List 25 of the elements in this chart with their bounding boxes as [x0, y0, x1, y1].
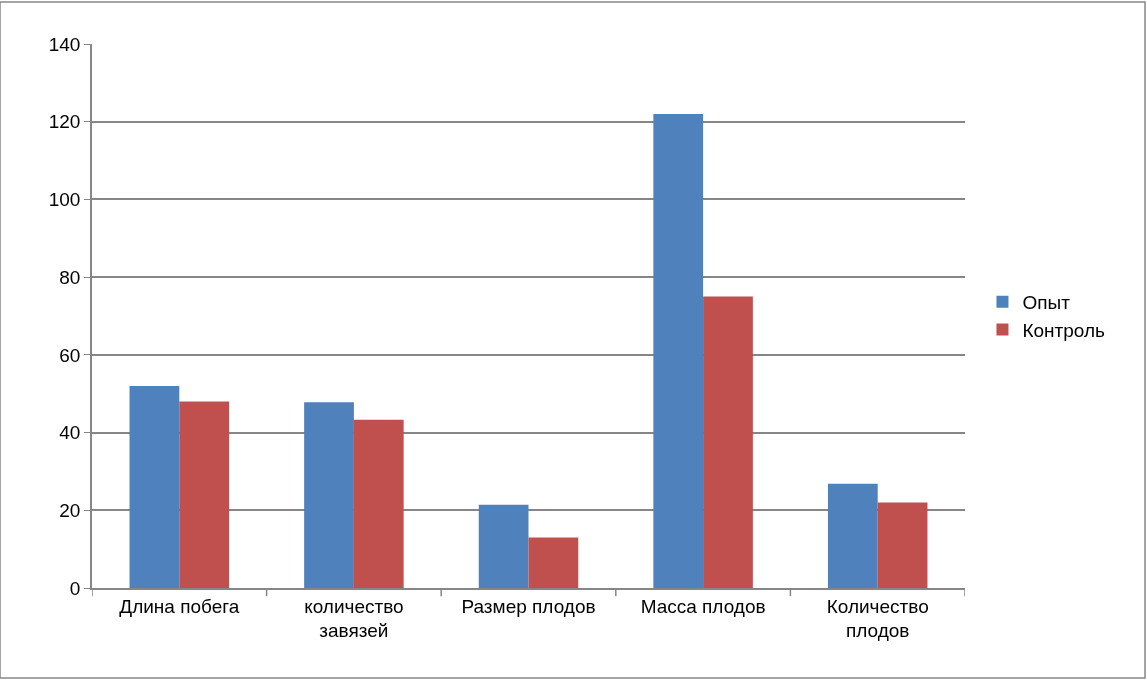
bar: [179, 401, 230, 588]
legend-label: Опыт: [1022, 292, 1071, 314]
x-tick-label: количество завязей: [304, 595, 404, 642]
bar: [653, 113, 704, 588]
y-tick-label: 140: [48, 33, 81, 55]
y-tick-label: 80: [59, 266, 81, 288]
y-tick-label: 100: [48, 189, 81, 211]
bar: [353, 419, 404, 588]
y-tick-label: 20: [59, 499, 81, 521]
y-tick-label: 60: [59, 344, 81, 366]
bar: [877, 502, 928, 588]
x-tick-label: Количество плодов: [826, 595, 929, 642]
bar: [703, 296, 753, 588]
x-tick-label: Размер плодов: [461, 595, 596, 617]
y-tick-label: 120: [48, 111, 81, 133]
bar: [827, 483, 878, 588]
bar: [304, 402, 354, 588]
bar: [478, 504, 529, 588]
bar: [528, 537, 579, 588]
y-tick-label: 40: [59, 422, 81, 444]
bar: [129, 385, 180, 588]
x-tick-label: Масса плодов: [640, 595, 766, 617]
x-tick-label: Длина побега: [119, 595, 240, 617]
legend-label: Контроль: [1022, 319, 1106, 341]
y-tick-label: 0: [69, 577, 81, 599]
